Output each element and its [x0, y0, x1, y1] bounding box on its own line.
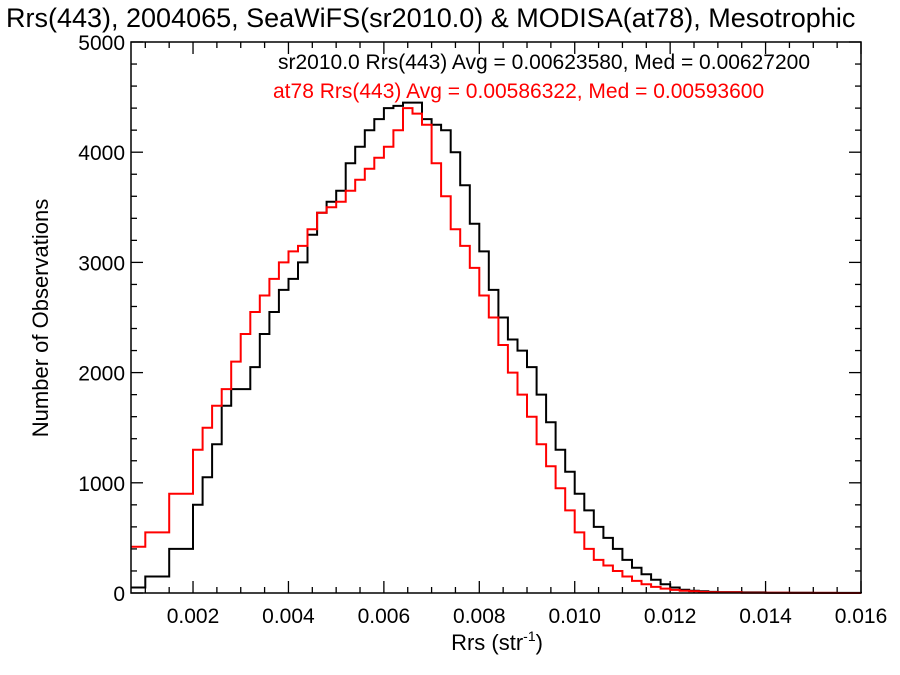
y-tick-label: 4000 [78, 142, 125, 165]
x-tick-label: 0.004 [262, 605, 315, 628]
y-tick-labels: 0 1000 2000 3000 4000 5000 [78, 32, 125, 606]
x-tick-label: 0.002 [167, 605, 220, 628]
y-tick-label: 3000 [78, 252, 125, 275]
x-tick-labels: 0.002 0.004 0.006 0.008 0.010 0.012 0.014 0.016 [167, 605, 888, 628]
series-at78-line [131, 107, 861, 594]
plot-frame [130, 41, 862, 594]
legend-entry-at78: at78 Rrs(443) Avg = 0.00586322, Med = 0.… [273, 80, 764, 103]
x-axis-label-sup: -1 [523, 628, 536, 644]
x-axis-label: Rrs (str-1) [451, 628, 543, 655]
x-tick-label: 0.010 [548, 605, 601, 628]
x-tick-label: 0.016 [835, 605, 888, 628]
y-tick-label: 0 [113, 583, 125, 606]
legend-entry-sr2010: sr2010.0 Rrs(443) Avg = 0.00623580, Med … [278, 51, 810, 74]
tick-marks [131, 41, 862, 594]
y-tick-label: 1000 [78, 473, 125, 496]
y-tick-label: 2000 [78, 363, 125, 386]
y-axis-label: Number of Observations [28, 199, 53, 437]
y-tick-label: 5000 [78, 32, 125, 55]
x-axis-label-close: ) [536, 630, 543, 655]
chart-title: Rrs(443), 2004065, SeaWiFS(sr2010.0) & M… [6, 3, 855, 33]
series-group [131, 101, 862, 594]
x-tick-label: 0.014 [739, 605, 792, 628]
x-tick-label: 0.006 [358, 605, 411, 628]
x-tick-label: 0.008 [453, 605, 506, 628]
series-sr2010-line [131, 101, 862, 594]
legend: sr2010.0 Rrs(443) Avg = 0.00623580, Med … [273, 51, 810, 103]
x-tick-label: 0.012 [644, 605, 697, 628]
x-axis-label-main: Rrs (str [451, 630, 523, 655]
